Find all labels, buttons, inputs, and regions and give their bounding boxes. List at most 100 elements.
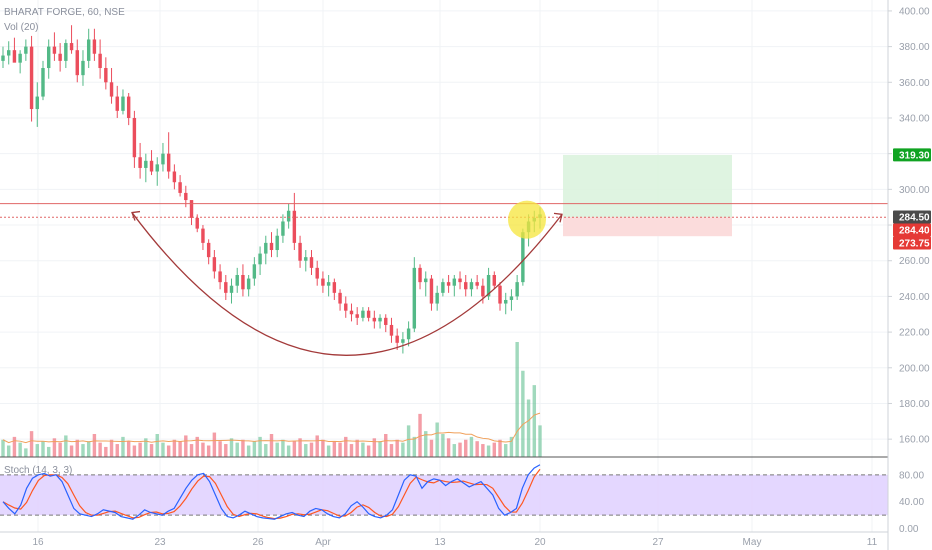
stop-zone[interactable] — [563, 217, 732, 237]
time-tick-label: Apr — [315, 537, 331, 548]
candle-body — [81, 60, 85, 76]
volume-bar — [264, 444, 268, 457]
price-tick-label: 340.00 — [899, 113, 930, 124]
volume-bar — [515, 342, 519, 457]
volume-bar — [309, 442, 314, 457]
volume-bar — [149, 444, 154, 457]
volume-bar — [75, 439, 79, 457]
candle-body — [41, 68, 45, 97]
candle-body — [235, 275, 239, 286]
candle-body — [372, 317, 377, 322]
volume-bar — [538, 425, 542, 457]
price-tick-label: 200.00 — [899, 363, 930, 374]
candle-body — [332, 282, 337, 293]
volume-bar — [464, 439, 468, 457]
candle-body — [361, 310, 365, 318]
target-price-tag: 319.30 — [893, 148, 931, 162]
price-tick-label: 380.00 — [899, 42, 930, 53]
volume-bar — [486, 445, 491, 457]
candle-body — [58, 53, 62, 61]
candle-body — [184, 192, 188, 201]
candle-body — [206, 242, 211, 258]
price-tick-label: 240.00 — [899, 292, 930, 303]
highlight-circle-icon[interactable] — [508, 200, 546, 239]
candle-body — [384, 317, 388, 325]
volume-bar — [406, 425, 411, 457]
candle-body — [269, 242, 274, 251]
stop-price-tag: 273.75 — [893, 236, 931, 250]
volume-bar — [246, 445, 251, 457]
candle-body — [418, 267, 422, 283]
volume-bar — [46, 446, 51, 457]
candle-body — [52, 46, 57, 54]
candle-body — [446, 282, 451, 286]
volume-bar — [481, 444, 485, 457]
volume-bar — [218, 441, 222, 457]
candle-body — [435, 292, 439, 304]
candle-body — [304, 257, 308, 261]
stoch-axis[interactable]: 80.00 40.00 0.00 — [899, 470, 924, 535]
volume-bar — [286, 445, 291, 457]
candle-body — [504, 299, 508, 304]
price-tick-label: 260.00 — [899, 256, 930, 267]
volume-bar — [195, 436, 199, 457]
volume-bar — [395, 439, 399, 457]
volume-bar — [64, 435, 68, 457]
volume-bar — [121, 436, 125, 457]
candle-body — [69, 43, 74, 51]
volume-bar — [235, 442, 239, 457]
target-zone[interactable] — [563, 154, 732, 218]
candle-body — [155, 164, 159, 172]
volume-bar — [109, 439, 114, 457]
volume-bar — [206, 445, 211, 457]
volume-bar — [184, 435, 188, 457]
volume-bar — [458, 442, 462, 457]
volume-bar — [172, 439, 177, 457]
volume-bar — [526, 399, 531, 457]
time-axis[interactable]: 16 23 26 Apr 13 20 27 May 11 — [32, 537, 877, 548]
price-tick-label: 180.00 — [899, 399, 930, 410]
candle-body — [12, 50, 17, 63]
candle-body — [355, 314, 359, 318]
candle-body — [315, 267, 319, 279]
volume-bars — [1, 342, 542, 457]
candle-body — [441, 282, 445, 293]
volume-bar — [41, 441, 45, 457]
volume-bar — [201, 442, 205, 457]
volume-bar — [321, 439, 325, 457]
volume-bar — [521, 370, 525, 457]
volume-bar — [6, 445, 11, 457]
candle-body — [195, 217, 199, 229]
candle-body — [292, 210, 297, 243]
candle-body — [201, 228, 205, 243]
volume-bar — [258, 436, 262, 457]
volume-bar — [429, 439, 434, 457]
volume-bar — [178, 441, 182, 457]
volume-bar — [326, 445, 331, 457]
volume-bar — [241, 439, 245, 457]
candle-body — [161, 153, 165, 165]
volume-bar — [475, 441, 479, 457]
volume-bar — [366, 445, 371, 457]
candle-body — [64, 43, 68, 61]
entry-price-label: 284.40 — [899, 226, 930, 237]
candle-body — [109, 82, 114, 97]
volume-bar — [252, 441, 257, 457]
candle-body — [86, 39, 91, 61]
price-tick-label: 160.00 — [899, 435, 930, 446]
candle-body — [412, 267, 417, 329]
candle-body — [286, 210, 291, 222]
candle-body — [258, 253, 262, 265]
volume-bar — [498, 439, 502, 457]
volume-bar — [412, 436, 417, 457]
volume-bar — [361, 442, 365, 457]
candle-body — [218, 271, 222, 283]
candle-body — [338, 292, 342, 304]
volume-bar — [509, 436, 514, 457]
cup-arc-arrow-icon[interactable] — [131, 212, 563, 356]
chart-title: BHARAT FORGE, 60, NSE — [4, 7, 125, 18]
stoch-k-line — [2, 464, 541, 520]
volume-bar — [532, 385, 537, 457]
candle-body — [144, 160, 148, 168]
